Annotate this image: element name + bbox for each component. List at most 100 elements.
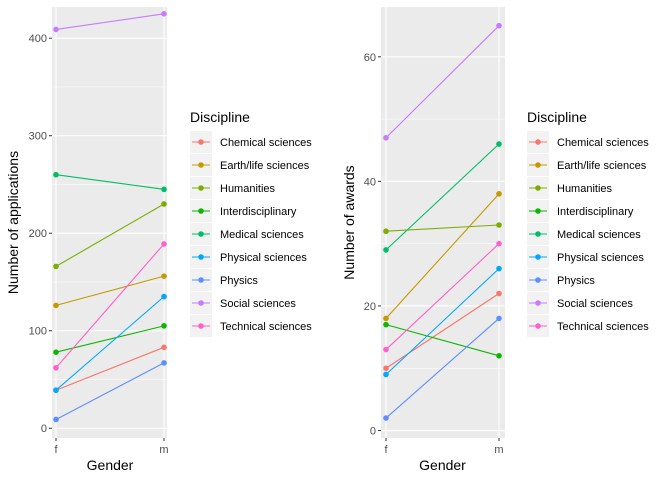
series-line [385,224,500,232]
legend-label: Technical sciences [220,321,312,333]
y-tick-label: 0 [41,423,47,435]
x-tick-label: f [384,444,388,456]
data-point [496,141,502,147]
series-technical-sciences [53,241,167,371]
x-axis-title: Gender [87,457,134,473]
series-line [385,25,500,139]
legend-item: Physics [190,269,258,291]
data-point [383,315,389,322]
legend-item: Physics [527,269,595,291]
series-interdisciplinary [383,321,502,359]
legend-key-point [535,185,541,191]
series-social-sciences [383,22,502,141]
y-tick-label: 0 [370,426,376,438]
series-physics [383,315,502,421]
legend-key-point [535,300,541,306]
data-point [496,240,502,247]
data-point [383,371,389,378]
legend: Discipline Chemical sciences Earth/life sc… [527,109,649,337]
series-line [385,324,500,357]
series-humanities [53,201,167,270]
legend-item: Technical sciences [190,315,312,337]
series-line [55,275,165,306]
legend-key-point [535,139,541,145]
legend-item: Earth/life sciences [190,154,310,176]
legend-key-point [198,208,204,214]
legend-item: Humanities [190,177,276,199]
data-point [383,134,389,141]
x-tick-label: m [159,444,168,456]
series-line [385,243,500,350]
series-physics [53,360,167,423]
data-point [53,364,59,371]
data-point [496,265,502,272]
legend-label: Earth/life sciences [557,160,647,172]
legend-key-point [535,254,541,260]
x-axis-title: Gender [419,457,466,473]
legend-item: Medical sciences [190,223,304,245]
legend-label: Earth/life sciences [220,160,310,172]
data-point [53,349,59,355]
series-line [385,318,500,419]
legend-item: Social sciences [527,292,633,314]
legend-item: Interdisciplinary [527,200,634,222]
y-tick-label: 300 [29,131,47,143]
data-point [496,352,502,359]
legend-label: Humanities [557,183,613,195]
legend-key-point [535,208,541,214]
legend-key-point [198,139,204,145]
data-point [53,302,59,309]
legend-item: Physical sciences [190,246,307,268]
series-chemical-sciences [383,290,502,372]
data-point [496,315,502,322]
y-tick-label: 200 [29,228,47,240]
legend-item: Chemical sciences [527,131,649,153]
legend-key-point [198,162,204,168]
legend-label: Social sciences [557,298,633,310]
data-point [383,346,389,353]
data-point [161,323,167,329]
data-point [383,228,389,235]
series-line [55,243,165,369]
legend-key-point [198,323,204,329]
series-medical-sciences [383,141,502,253]
data-point [161,186,167,193]
legend-label: Humanities [220,183,276,195]
plot-background [381,7,505,438]
data-point [53,171,59,178]
legend-item: Humanities [527,177,613,199]
y-tick-label: 100 [29,326,47,338]
legend-label: Medical sciences [557,229,641,241]
series-physical-sciences [383,265,502,378]
y-tick-label: 60 [364,52,376,64]
series-line [385,143,500,251]
chart-panel-1: 0 20 40 60 f m Gender Number of awards Disciplin… [341,7,649,473]
data-point [161,360,167,366]
legend-label: Physical sciences [220,252,307,264]
y-axis-title: Number of applications [5,151,21,294]
series-earth-life-sciences [53,273,167,309]
legend-label: Interdisciplinary [557,206,634,218]
y-tick-label: 20 [364,301,376,313]
legend-key-point [198,277,204,283]
legend-title: Discipline [190,109,250,125]
legend-title: Discipline [527,109,587,125]
y-axis-title: Number of awards [341,165,357,279]
legend-item: Earth/life sciences [527,154,647,176]
legend-key-point [535,277,541,283]
legend-key-point [535,162,541,168]
plot-background [52,7,167,438]
data-point [161,201,167,207]
legend: Discipline Chemical sciences Earth/life sc… [190,109,312,337]
legend-key-point [198,254,204,260]
legend-item: Technical sciences [527,315,649,337]
data-point [53,416,59,423]
x-tick-label: m [494,444,503,456]
series-physical-sciences [53,293,167,394]
chart-panel-0: 0 100 200 300 400 f m Gender Number of applicati… [5,7,312,473]
data-point [161,273,167,279]
legend-item: Interdisciplinary [190,200,297,222]
series-line [55,13,165,30]
series-line [385,293,500,369]
data-point [161,344,167,351]
